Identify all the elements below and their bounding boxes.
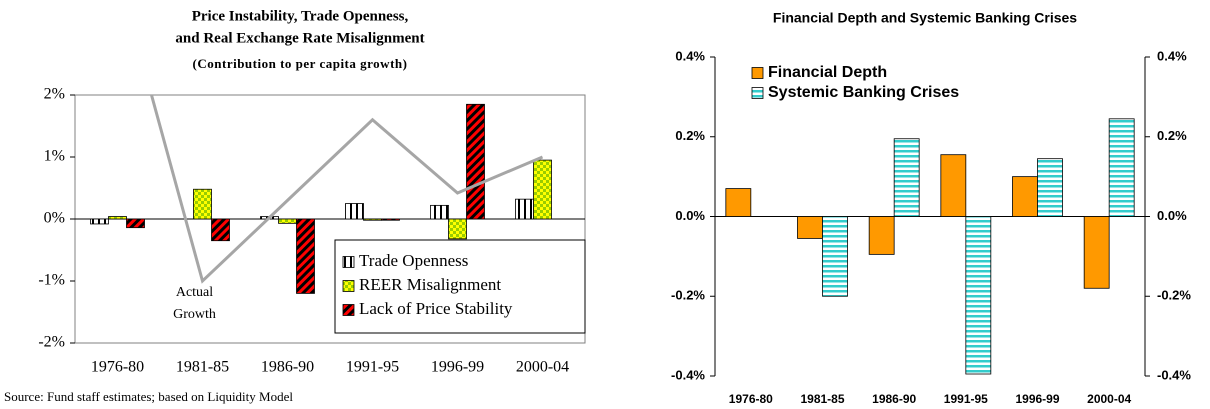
bar (126, 218, 145, 229)
legend-box (334, 239, 586, 334)
bar (211, 218, 230, 242)
bar (893, 138, 920, 217)
bar (193, 188, 212, 220)
bar (90, 218, 109, 225)
x-tick-label: 2000-04 (516, 359, 569, 376)
y-tick-label: -0.4% (671, 367, 705, 382)
bar (1012, 176, 1038, 217)
y-tick-label: 1% (44, 148, 65, 165)
y-tick-label: 2% (44, 86, 65, 103)
chart-title: Price Instability, Trade Openness, (192, 8, 409, 24)
y-tick-label: -0.2% (671, 288, 705, 303)
bar (278, 218, 297, 224)
legend-label: Lack of Price Stability (359, 299, 513, 318)
left-chart: Price Instability, Trade Openness, and Re… (4, 8, 586, 404)
chart-title: and Real Exchange Rate Misalignment (175, 30, 424, 46)
x-tick-label: 1991-95 (944, 392, 988, 406)
y2-tick-label: 0.4% (1157, 48, 1187, 63)
bar (940, 154, 967, 217)
x-tick-label: 1976-80 (729, 392, 773, 406)
legend-swatch (342, 280, 355, 292)
chart-subtitle: (Contribution to per capita growth) (193, 56, 408, 71)
x-tick-label: 1981-85 (800, 392, 844, 406)
x-tick-label: 1986-90 (261, 359, 314, 376)
source-note: Source: Fund staff estimates; based on L… (4, 389, 293, 404)
x-tick-label: 2000-04 (1087, 392, 1131, 406)
y2-tick-label: -0.2% (1157, 288, 1191, 303)
bar (868, 216, 895, 255)
y-tick-label: -1% (38, 272, 65, 289)
bar (1037, 158, 1063, 217)
x-tick-label: 1996-99 (1015, 392, 1059, 406)
line-annotation: Growth (173, 307, 216, 322)
growth-line (149, 95, 544, 284)
x-tick-label: 1981-85 (176, 359, 229, 376)
legend-swatch (342, 256, 355, 268)
legend-label: Trade Openness (359, 251, 468, 270)
bar (296, 218, 315, 294)
y-tick-label: 0% (44, 210, 65, 227)
y2-tick-label: 0.0% (1157, 208, 1187, 223)
y2-tick-label: -0.4% (1157, 367, 1191, 382)
bar (381, 218, 400, 221)
bar (1083, 216, 1110, 289)
legend-label: Financial Depth (768, 64, 887, 81)
x-tick-label: 1986-90 (872, 392, 916, 406)
y2-tick-label: 0.2% (1157, 128, 1187, 143)
bar (466, 103, 485, 220)
right-chart: Financial Depth and Systemic Banking Cri… (671, 10, 1191, 406)
x-tick-label: 1976-80 (91, 359, 144, 376)
x-tick-label: 1991-95 (346, 359, 399, 376)
bar (965, 216, 992, 375)
y-tick-label: 0.4% (675, 48, 705, 63)
bar (345, 203, 364, 220)
legend-swatch (751, 67, 764, 79)
legend-label: REER Misalignment (359, 275, 501, 294)
bar (822, 216, 848, 297)
legend-swatch (751, 87, 764, 99)
y-tick-label: -2% (38, 334, 65, 351)
line-annotation: Actual (176, 285, 213, 300)
bar (533, 159, 552, 220)
legend-swatch (342, 304, 355, 316)
chart-title: Financial Depth and Systemic Banking Cri… (773, 10, 1077, 26)
bar (108, 216, 127, 220)
bar (725, 188, 752, 217)
bar (430, 204, 449, 220)
legend-label: Systemic Banking Crises (768, 84, 959, 101)
bar (797, 216, 823, 239)
bar (363, 218, 382, 221)
y-tick-label: 0.2% (675, 128, 705, 143)
bar (1108, 118, 1135, 217)
x-tick-label: 1996-99 (431, 359, 484, 376)
y-tick-label: 0.0% (675, 208, 705, 223)
bar (515, 198, 534, 220)
bar (448, 218, 467, 240)
